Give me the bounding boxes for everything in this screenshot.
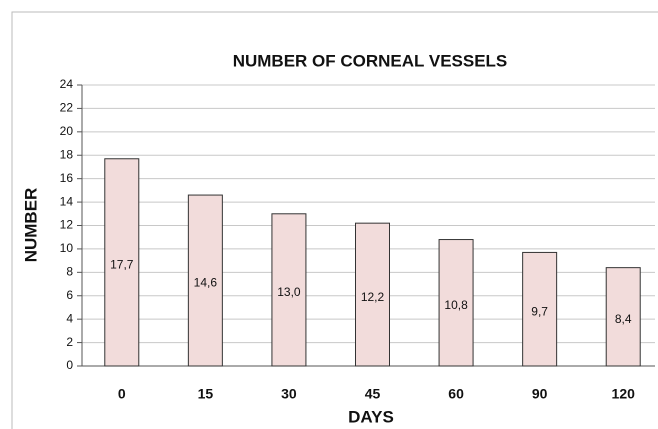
y-tick-label: 8	[66, 265, 73, 279]
data-label: 8,4	[615, 312, 632, 326]
data-label: 10,8	[444, 298, 468, 312]
y-tick-label: 20	[60, 124, 74, 138]
data-label: 17,7	[110, 258, 134, 272]
x-tick-label: 90	[532, 386, 548, 402]
data-label: 14,6	[194, 276, 218, 290]
data-label: 9,7	[531, 304, 548, 318]
x-axis-label: DAYS	[348, 407, 394, 426]
y-axis-label: NUMBER	[21, 188, 40, 263]
bar	[187, 194, 223, 367]
x-tick-label: 0	[118, 386, 126, 402]
y-tick-label: 6	[66, 288, 73, 302]
x-tick-label: 15	[198, 386, 214, 402]
bar	[355, 222, 390, 367]
y-tick-label: 10	[60, 241, 74, 255]
y-tick-label: 18	[60, 147, 74, 161]
y-tick-label: 24	[60, 77, 74, 91]
x-tick-label: 120	[612, 386, 636, 402]
x-tick-label: 60	[448, 386, 464, 402]
chart-title: NUMBER OF CORNEAL VESSELS	[233, 51, 508, 70]
y-tick-label: 22	[60, 101, 74, 115]
bar	[522, 251, 558, 367]
y-tick-label: 16	[60, 171, 74, 185]
y-tick-label: 0	[66, 358, 73, 372]
y-tick-label: 12	[60, 218, 74, 232]
bar	[271, 213, 307, 367]
bar	[104, 158, 140, 367]
y-tick-label: 14	[60, 194, 74, 208]
y-tick-label: 4	[66, 311, 73, 325]
data-label: 12,2	[361, 290, 385, 304]
x-tick-label: 30	[281, 386, 297, 402]
bar	[605, 267, 641, 367]
bar	[438, 239, 474, 367]
y-tick-label: 2	[66, 335, 73, 349]
data-label: 13,0	[277, 285, 301, 299]
frame	[11, 11, 658, 429]
x-tick-label: 45	[365, 386, 381, 402]
